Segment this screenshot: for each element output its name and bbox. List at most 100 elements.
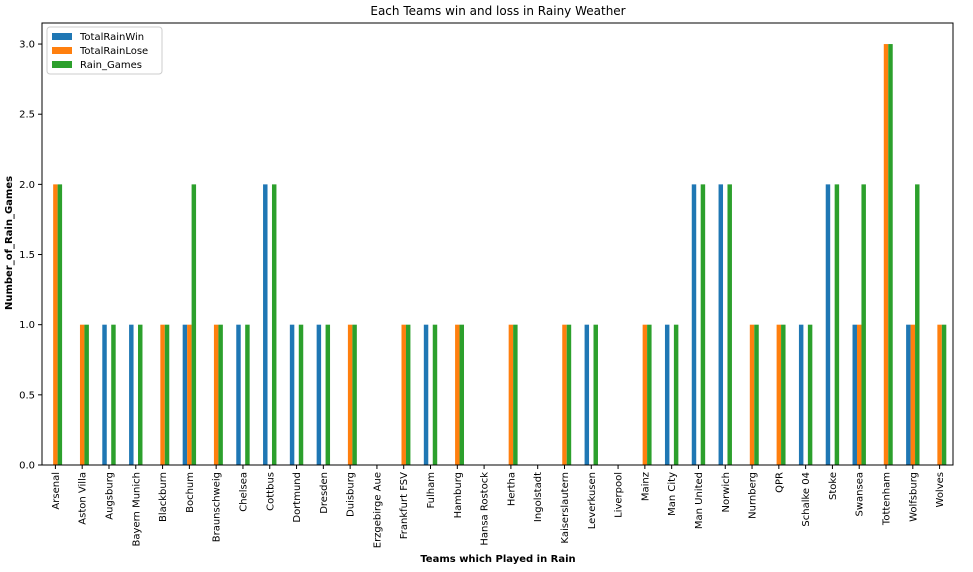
bar-TotalRainLose-13 [401, 324, 406, 465]
chart-title: Each Teams win and loss in Rainy Weather [370, 4, 625, 18]
bar-Rain_Games-6 [218, 324, 223, 465]
bar-TotalRainWin-9 [289, 324, 295, 465]
y-tick-label: 1.5 [19, 250, 35, 261]
y-tick-label: 3.0 [19, 40, 35, 51]
x-tick-label: Liverpool [614, 472, 625, 518]
bar-Rain_Games-10 [325, 324, 331, 465]
bar-TotalRainWin-30 [852, 324, 857, 465]
x-tick-label: Nurnberg [748, 472, 759, 519]
y-tick-label: 0.5 [19, 390, 35, 401]
x-tick-label: Chelsea [238, 472, 249, 512]
bar-Rain_Games-25 [727, 184, 732, 465]
bar-TotalRainLose-4 [160, 324, 165, 465]
bar-TotalRainWin-5 [182, 324, 188, 465]
bar-TotalRainLose-19 [562, 324, 567, 465]
bar-TotalRainLose-5 [187, 324, 192, 465]
plot-frame [41, 22, 954, 466]
legend-label-Rain_Games: Rain_Games [80, 60, 142, 71]
bar-TotalRainWin-20 [584, 324, 590, 465]
x-tick-label: Braunschweig [212, 472, 223, 542]
x-tick-label: Leverkusen [587, 472, 598, 529]
bar-TotalRainLose-32 [910, 324, 916, 465]
bar-TotalRainLose-0 [53, 184, 58, 465]
bar-Rain_Games-24 [700, 184, 706, 465]
bar-TotalRainLose-26 [749, 324, 755, 465]
x-tick-label: Wolves [935, 472, 946, 507]
bar-Rain_Games-30 [861, 184, 866, 465]
bar-Rain_Games-5 [191, 184, 197, 465]
bar-Rain_Games-11 [352, 324, 357, 465]
bar-Rain_Games-4 [164, 324, 170, 465]
y-tick-label: 2.5 [19, 110, 35, 121]
bar-TotalRainLose-15 [455, 324, 460, 465]
x-tick-label: Fulham [426, 472, 437, 509]
bar-TotalRainLose-11 [347, 324, 353, 465]
bar-TotalRainLose-30 [856, 324, 862, 465]
legend-swatch-Rain_Games [52, 61, 72, 68]
bar-Rain_Games-32 [915, 184, 920, 465]
bar-TotalRainLose-1 [79, 324, 85, 465]
x-tick-label: Man City [667, 472, 678, 516]
x-tick-label: Kaiserslautern [560, 472, 571, 544]
x-tick-label: Augsburg [104, 472, 115, 520]
x-tick-label: Aston Villa [78, 472, 89, 525]
bars-group [53, 44, 947, 466]
x-tick-label: Erzgebirge Aue [372, 472, 383, 548]
bar-Rain_Games-13 [405, 324, 411, 465]
bar-Rain_Games-29 [834, 184, 840, 465]
legend-label-TotalRainWin: TotalRainWin [79, 32, 144, 43]
legend-swatch-TotalRainLose [52, 47, 72, 54]
x-axis-ticks: Arsenal Aston Villa Augsburg Bayern Munich B… [51, 465, 946, 548]
legend: TotalRainWin TotalRainLose Rain_Games [46, 26, 163, 75]
x-tick-label: Schalke 04 [801, 472, 812, 527]
bar-TotalRainLose-33 [937, 324, 942, 465]
x-tick-label: Stoke [828, 472, 839, 500]
bar-TotalRainLose-22 [642, 324, 648, 465]
bar-Rain_Games-14 [432, 324, 438, 465]
x-tick-label: Dresden [319, 472, 330, 514]
x-tick-label: Ingolstadt [533, 472, 544, 522]
x-tick-label: Hertha [506, 472, 517, 506]
x-tick-label: Tottenham [882, 472, 893, 526]
legend-swatch-TotalRainWin [52, 33, 72, 40]
bar-Rain_Games-17 [513, 324, 518, 465]
bar-TotalRainLose-6 [213, 324, 219, 465]
y-tick-label: 2.0 [19, 180, 35, 191]
bar-TotalRainWin-24 [691, 184, 697, 465]
bar-TotalRainWin-23 [664, 324, 670, 465]
bar-Rain_Games-0 [57, 184, 63, 465]
bar-Rain_Games-8 [271, 184, 277, 465]
x-tick-label: Bayern Munich [131, 472, 142, 546]
y-axis-label: Number_of_Rain_Games [4, 176, 15, 310]
legend-box [46, 26, 163, 75]
bar-TotalRainWin-32 [906, 324, 911, 465]
x-tick-label: Hansa Rostock [480, 472, 491, 546]
bar-Rain_Games-1 [84, 324, 89, 465]
y-axis-ticks: 0.0 0.5 1.0 1.5 2.0 2.5 3.0 [19, 40, 42, 472]
bar-Rain_Games-23 [673, 324, 679, 465]
x-tick-label: Bochum [185, 472, 196, 513]
bar-Rain_Games-22 [647, 324, 652, 465]
bar-TotalRainWin-2 [102, 324, 107, 465]
bar-Rain_Games-28 [807, 324, 813, 465]
bar-TotalRainWin-14 [423, 324, 429, 465]
bar-TotalRainWin-7 [236, 324, 241, 465]
bar-Rain_Games-33 [941, 324, 947, 465]
x-axis-label: Teams which Played in Rain [420, 554, 575, 565]
bar-Rain_Games-27 [781, 324, 786, 465]
x-tick-label: Frankfurt FSV [399, 472, 410, 539]
y-tick-label: 1.0 [19, 320, 35, 331]
bar-Rain_Games-20 [593, 324, 598, 465]
bar-TotalRainWin-28 [798, 324, 804, 465]
bar-Rain_Games-2 [111, 324, 116, 465]
bar-Rain_Games-7 [245, 324, 250, 465]
x-tick-label: Norwich [721, 472, 732, 513]
bar-Rain_Games-3 [138, 324, 143, 465]
x-tick-label: Cottbus [265, 472, 276, 511]
legend-label-TotalRainLose: TotalRainLose [79, 46, 148, 57]
y-tick-label: 0.0 [19, 461, 35, 472]
x-tick-label: Hamburg [453, 472, 464, 518]
bar-Rain_Games-9 [298, 324, 304, 465]
x-tick-label: Swansea [855, 472, 866, 516]
